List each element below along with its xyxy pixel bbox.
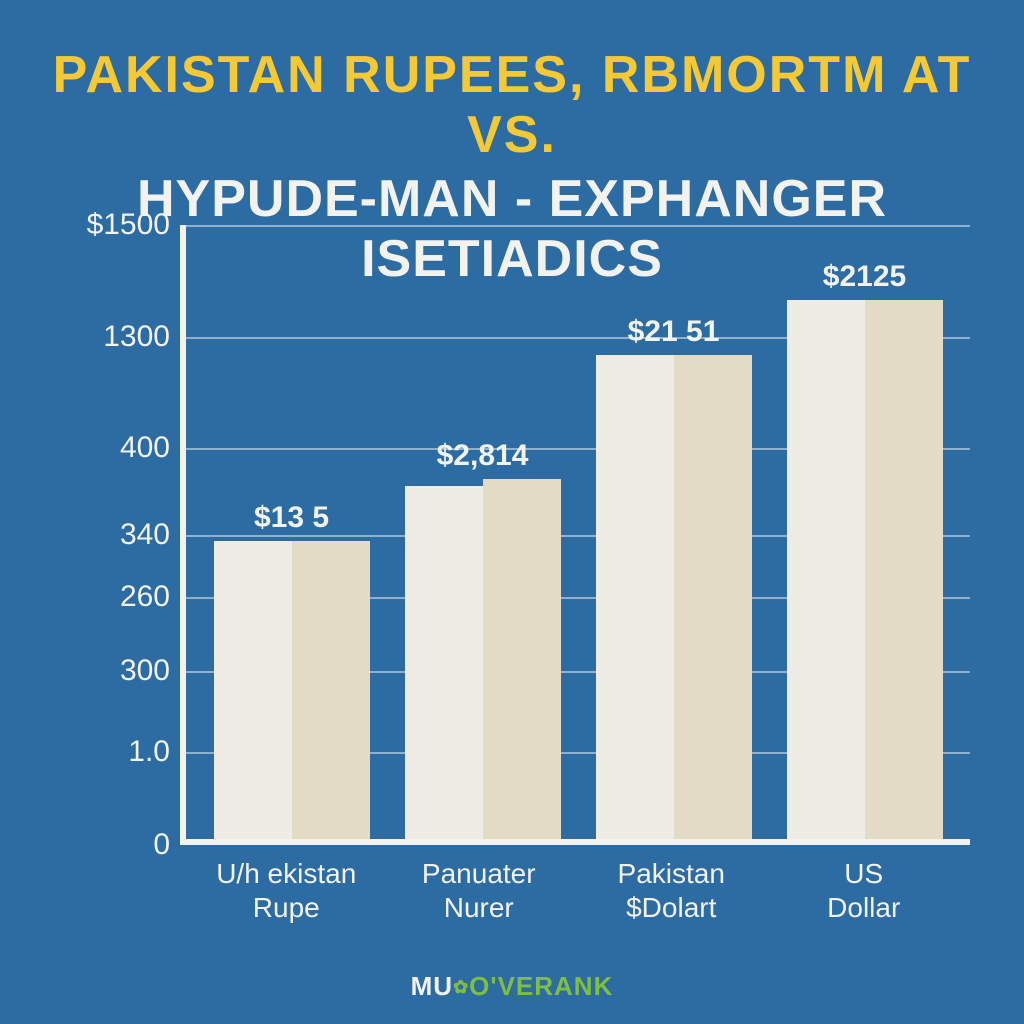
y-tick-label: 300 <box>70 654 170 688</box>
bars-container: $13 5$2,814$21 51$2125 <box>186 225 970 839</box>
bar-pair: $13 5 <box>214 541 370 839</box>
footer-logo: MU✿O'VERANK <box>0 971 1024 1002</box>
x-label: U/h ekistanRupe <box>206 857 366 924</box>
x-axis-labels: U/h ekistanRupe PanuaterNurer Pakistan$Dol… <box>180 857 970 924</box>
plot-area: $13 5$2,814$21 51$2125 <box>180 225 970 845</box>
bar-value-label: $2125 <box>823 260 906 294</box>
bar-pair: $21 51 <box>596 355 752 839</box>
x-label: USDollar <box>784 857 944 924</box>
bar-right <box>674 355 752 839</box>
y-tick-label: 0 <box>70 828 170 862</box>
bar-pair: $2125 <box>787 300 943 839</box>
bar-value-label: $13 5 <box>254 501 329 535</box>
y-tick-label: 1300 <box>70 320 170 354</box>
bar-left <box>214 541 292 839</box>
bar-pair: $2,814 <box>405 479 561 839</box>
x-label: Pakistan$Dolart <box>591 857 751 924</box>
bar-chart: $13 5$2,814$21 51$2125 $1500130040034026… <box>70 225 970 905</box>
bar-right <box>292 541 370 839</box>
bar-value-label: $21 51 <box>628 315 720 349</box>
y-tick-label: 260 <box>70 580 170 614</box>
y-tick-label: $1500 <box>70 208 170 242</box>
y-tick-label: 1.0 <box>70 735 170 769</box>
bar-left <box>787 300 865 839</box>
y-tick-label: 340 <box>70 518 170 552</box>
bar-value-label: $2,814 <box>437 439 529 473</box>
bar-right <box>483 479 561 839</box>
bar-right <box>865 300 943 839</box>
leaf-icon: ✿ <box>453 977 469 998</box>
title-line-1: PAKISTAN RUPEES, RBMORTM AT VS. <box>0 45 1024 165</box>
logo-part-1: MU <box>411 971 453 1001</box>
bar-left <box>596 355 674 839</box>
y-tick-label: 400 <box>70 431 170 465</box>
logo-part-2: O'VERANK <box>469 971 613 1001</box>
bar-left <box>405 486 483 839</box>
x-label: PanuaterNurer <box>399 857 559 924</box>
